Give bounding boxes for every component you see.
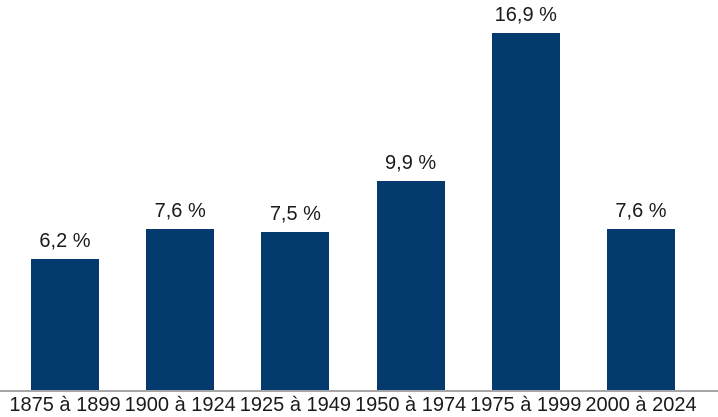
x-axis-tick-label: 1925 à 1949 — [239, 394, 351, 416]
bar-value-label: 9,9 % — [385, 152, 437, 174]
x-axis-line — [0, 390, 718, 392]
bar-group: 7,5 % 1925 à 1949 — [238, 0, 352, 417]
x-axis-tick-label: 1875 à 1899 — [9, 394, 121, 416]
x-axis-tick-label: 1975 à 1999 — [470, 394, 582, 416]
x-axis-tick-label: 1950 à 1974 — [354, 394, 467, 416]
bar — [31, 259, 99, 390]
bar-group: 6,2 % 1875 à 1899 — [8, 0, 122, 417]
bar-group: 9,9 % 1950 à 1974 — [354, 0, 468, 417]
bar — [261, 232, 330, 390]
bar-group: 7,6 % 1900 à 1924 — [123, 0, 237, 417]
bar-group: 16,9 % 1975 à 1999 — [469, 0, 583, 417]
bar-group: 7,6 % 2000 à 2024 — [584, 0, 698, 417]
bar — [491, 33, 560, 390]
bar-value-label: 7,5 % — [269, 203, 321, 225]
bar-value-label: 7,6 % — [615, 200, 667, 222]
bar-value-label: 7,6 % — [154, 200, 206, 222]
x-axis-tick-label: 1900 à 1924 — [124, 394, 236, 416]
x-axis-tick-label: 2000 à 2024 — [585, 394, 697, 416]
bar-value-label: 16,9 % — [494, 4, 557, 26]
bar — [146, 229, 215, 390]
bar — [376, 181, 445, 390]
bar — [607, 229, 675, 390]
bar-value-label: 6,2 % — [39, 230, 91, 252]
